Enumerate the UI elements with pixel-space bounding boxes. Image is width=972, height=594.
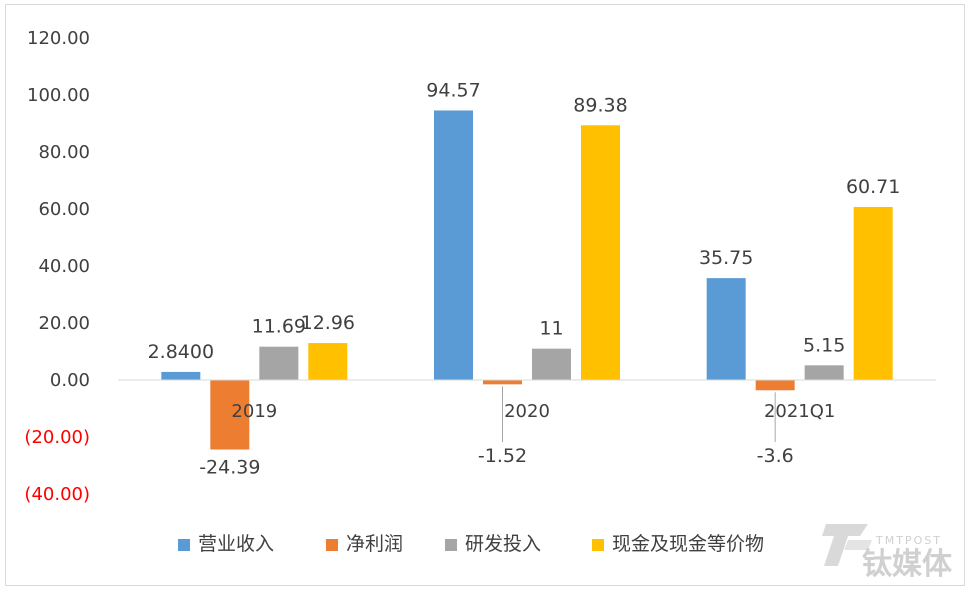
legend-label: 研发投入 bbox=[465, 533, 541, 555]
bar bbox=[308, 343, 348, 380]
bars bbox=[161, 110, 893, 450]
y-tick-label: 0.00 bbox=[50, 370, 90, 391]
watermark: TMTPOST 钛媒体 bbox=[822, 524, 953, 582]
data-label: -1.52 bbox=[478, 445, 527, 467]
legend-label: 现金及现金等价物 bbox=[612, 533, 764, 555]
data-label: 5.15 bbox=[803, 334, 845, 356]
x-tick-label: 2021Q1 bbox=[764, 401, 835, 422]
chart-frame bbox=[5, 4, 965, 586]
legend-swatch bbox=[178, 539, 190, 551]
bar bbox=[804, 365, 844, 380]
bar bbox=[161, 371, 201, 380]
legend-label: 净利润 bbox=[346, 533, 403, 555]
bar bbox=[483, 380, 522, 385]
y-tick-label: (40.00) bbox=[24, 484, 90, 505]
legend-swatch bbox=[326, 539, 338, 551]
bar bbox=[706, 278, 746, 380]
data-label: -24.39 bbox=[199, 457, 260, 479]
y-tick-label: 100.00 bbox=[27, 85, 90, 106]
data-label: -3.6 bbox=[757, 445, 794, 467]
bar bbox=[755, 380, 795, 391]
bar bbox=[434, 110, 473, 381]
legend-swatch bbox=[445, 539, 457, 551]
data-label: 89.38 bbox=[573, 94, 627, 116]
y-tick-label: (20.00) bbox=[24, 427, 90, 448]
data-label: 60.71 bbox=[846, 176, 900, 198]
data-label: 11 bbox=[539, 318, 563, 340]
y-tick-label: 20.00 bbox=[38, 313, 90, 334]
data-label: 11.69 bbox=[252, 316, 306, 338]
data-label: 35.75 bbox=[699, 247, 753, 269]
bar bbox=[259, 346, 299, 380]
watermark-sub-text: TMTPOST bbox=[875, 534, 942, 547]
watermark-logo-text: 钛媒体 bbox=[862, 547, 953, 582]
y-axis: 120.00 100.00 80.00 60.00 40.00 20.00 0.00 (20.… bbox=[24, 28, 90, 505]
legend-label: 营业收入 bbox=[198, 533, 274, 555]
legend-swatch bbox=[592, 539, 604, 551]
bar bbox=[581, 125, 620, 380]
y-tick-label: 40.00 bbox=[38, 256, 90, 277]
data-label: 94.57 bbox=[426, 79, 480, 101]
bar bbox=[210, 380, 250, 450]
y-tick-label: 120.00 bbox=[27, 28, 90, 49]
legend: 营业收入 净利润 研发投入 现金及现金等价物 bbox=[178, 533, 764, 555]
tmtpost-logo-icon bbox=[822, 524, 872, 566]
x-tick-label: 2019 bbox=[231, 401, 277, 422]
bar bbox=[853, 206, 893, 380]
x-tick-label: 2020 bbox=[504, 401, 550, 422]
y-tick-label: 80.00 bbox=[38, 142, 90, 163]
y-tick-label: 60.00 bbox=[38, 199, 90, 220]
data-label: 2.8400 bbox=[148, 341, 214, 363]
bar bbox=[532, 348, 571, 380]
data-label: 12.96 bbox=[301, 312, 355, 334]
